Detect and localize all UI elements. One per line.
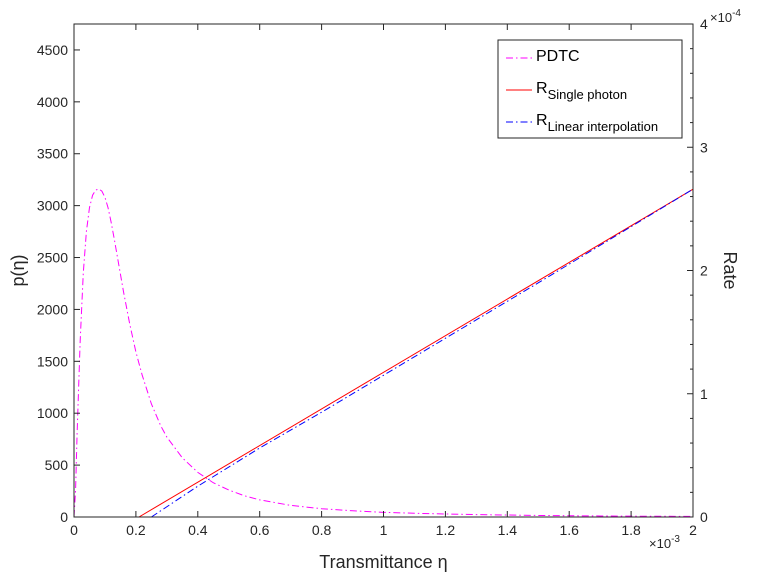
x-axis-exponent-label: ×10-3 [649,534,680,551]
right-y-tick-label-1: 1 [700,386,708,402]
legend-sub-single-photon: Single photon [548,87,628,102]
left-y-tick-label-5: 2500 [37,250,68,266]
x-tick-label-10: 2 [689,522,697,538]
legend-main-single-photon: R [536,80,548,97]
x-tick-label-8: 1.6 [559,522,579,538]
x-exponent-base: ×10 [649,536,671,551]
left-y-tick-label-6: 3000 [37,198,68,214]
right-exponent-base: ×10 [710,10,732,25]
series-line-linear-interpolation [151,188,694,518]
tick-labels-layer: 0 0.2 0.4 0.6 0.8 1 1.2 1.4 1.6 1.8 20500100015002… [37,16,708,538]
series-line-single-photon [138,188,694,518]
right-y-tick-label-4: 4 [700,16,708,32]
legend-sub-linear-interpolation: Linear interpolation [548,119,659,134]
ticks-layer [73,23,694,518]
right-axis-exponent-label: ×10-4 [710,8,741,25]
x-tick-label-1: 0.2 [126,522,146,538]
x-exponent-power: -3 [671,534,680,545]
x-tick-label-7: 1.4 [498,522,518,538]
series-line-pdtc [73,188,694,518]
left-y-tick-label-1: 500 [45,457,69,473]
left-y-tick-label-7: 3500 [37,146,68,162]
right-exponent-power: -4 [732,8,741,19]
x-tick-label-2: 0.4 [188,522,208,538]
legend-label-linear-interpolation: RLinear interpolation [536,112,658,134]
legend-main-pdtc: PDTC [536,48,580,65]
x-tick-label-3: 0.6 [250,522,270,538]
legend: PDTC RSingle photon RLinear interpolatio… [497,39,683,139]
legend-label-pdtc: PDTC [536,48,580,65]
left-y-tick-label-9: 4500 [37,42,68,58]
right-y-tick-label-3: 3 [700,139,708,155]
left-y-tick-label-8: 4000 [37,94,68,110]
right-y-tick-label-2: 2 [700,263,708,279]
plot-frame [73,23,694,518]
left-y-tick-label-3: 1500 [37,353,68,369]
legend-label-single-photon: RSingle photon [536,80,627,102]
left-y-tick-label-2: 1000 [37,405,68,421]
right-y-axis-title: Rate [720,251,740,289]
x-tick-label-0: 0 [70,522,78,538]
legend-box [497,39,683,139]
left-y-tick-label-4: 2000 [37,301,68,317]
x-axis-title: Transmittance η [319,552,447,572]
x-tick-label-5: 1 [380,522,388,538]
x-tick-label-6: 1.2 [436,522,456,538]
left-y-axis-title: p(η) [8,254,28,286]
curves-layer [73,188,694,518]
legend-main-linear-interpolation: R [536,112,548,129]
right-y-tick-label-0: 0 [700,509,708,525]
left-y-tick-label-0: 0 [60,509,68,525]
x-tick-label-9: 1.8 [621,522,641,538]
x-tick-label-4: 0.8 [312,522,332,538]
